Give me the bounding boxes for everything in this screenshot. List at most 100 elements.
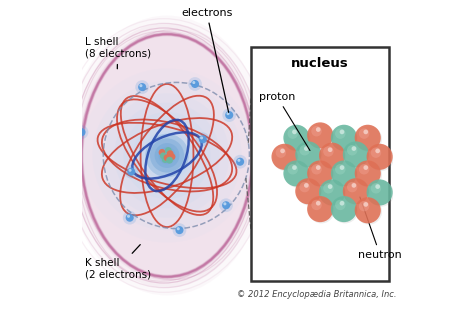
Circle shape (175, 226, 183, 234)
Circle shape (335, 128, 346, 139)
Circle shape (200, 137, 203, 139)
Circle shape (311, 164, 322, 174)
Circle shape (331, 196, 357, 222)
Circle shape (359, 164, 369, 174)
Text: proton: proton (259, 91, 310, 151)
Circle shape (375, 149, 380, 153)
Circle shape (311, 126, 322, 137)
Circle shape (328, 184, 332, 189)
Circle shape (352, 146, 356, 151)
Circle shape (159, 149, 165, 156)
Circle shape (284, 126, 311, 152)
Circle shape (196, 132, 210, 146)
Circle shape (309, 123, 335, 150)
Circle shape (304, 146, 309, 151)
Circle shape (355, 125, 381, 151)
Circle shape (292, 165, 297, 170)
Circle shape (364, 202, 368, 207)
Circle shape (316, 165, 320, 170)
Circle shape (307, 122, 333, 148)
Circle shape (127, 215, 130, 218)
Circle shape (227, 112, 229, 115)
Circle shape (280, 149, 285, 153)
Circle shape (123, 211, 137, 225)
Circle shape (323, 146, 334, 157)
Circle shape (309, 197, 335, 223)
Circle shape (340, 165, 344, 170)
Circle shape (272, 144, 298, 170)
Circle shape (356, 198, 382, 225)
Circle shape (222, 108, 236, 122)
Circle shape (344, 143, 370, 169)
Circle shape (323, 183, 334, 193)
Circle shape (283, 160, 310, 187)
Circle shape (356, 162, 382, 188)
Circle shape (126, 214, 134, 222)
Circle shape (335, 164, 346, 174)
Circle shape (344, 179, 370, 206)
Circle shape (300, 182, 310, 192)
Circle shape (133, 121, 201, 190)
Circle shape (375, 184, 380, 189)
Circle shape (166, 157, 173, 164)
Circle shape (307, 160, 333, 187)
Circle shape (331, 160, 357, 187)
Text: © 2012 Encyclopædia Britannica, Inc.: © 2012 Encyclopædia Britannica, Inc. (237, 290, 396, 299)
Circle shape (191, 80, 199, 88)
Circle shape (105, 93, 229, 218)
Circle shape (359, 201, 369, 211)
Circle shape (335, 200, 346, 210)
Circle shape (328, 147, 332, 152)
Circle shape (145, 134, 189, 177)
Circle shape (158, 147, 176, 164)
Text: K shell
(2 electrons): K shell (2 electrons) (85, 245, 151, 280)
Circle shape (343, 178, 369, 204)
Circle shape (138, 83, 146, 91)
Circle shape (316, 201, 320, 206)
Circle shape (320, 181, 346, 207)
Circle shape (300, 145, 310, 156)
Circle shape (124, 165, 138, 179)
Circle shape (284, 162, 311, 188)
Circle shape (347, 145, 357, 156)
Circle shape (283, 125, 310, 151)
Circle shape (356, 126, 382, 152)
Circle shape (319, 142, 345, 169)
Circle shape (192, 81, 195, 84)
Circle shape (127, 168, 135, 176)
Circle shape (169, 153, 175, 160)
Circle shape (295, 142, 321, 168)
Circle shape (332, 126, 358, 152)
Circle shape (237, 159, 240, 162)
Circle shape (139, 84, 143, 87)
Circle shape (371, 147, 381, 158)
Circle shape (128, 169, 132, 172)
Circle shape (355, 197, 381, 223)
Circle shape (165, 147, 172, 154)
Circle shape (80, 68, 254, 243)
Circle shape (135, 80, 149, 94)
Circle shape (236, 158, 244, 166)
Circle shape (150, 138, 184, 173)
Circle shape (319, 179, 345, 206)
Circle shape (364, 165, 368, 170)
Circle shape (114, 103, 220, 208)
Text: L shell
(8 electrons): L shell (8 electrons) (85, 37, 151, 69)
Circle shape (276, 147, 286, 158)
Circle shape (366, 144, 392, 170)
Circle shape (366, 179, 392, 206)
Text: electrons: electrons (181, 7, 232, 112)
FancyBboxPatch shape (251, 47, 389, 281)
Circle shape (177, 227, 180, 230)
Circle shape (162, 156, 169, 163)
Circle shape (173, 223, 186, 237)
Circle shape (295, 178, 321, 204)
Circle shape (309, 162, 335, 188)
Circle shape (371, 183, 381, 193)
Circle shape (233, 155, 247, 169)
Circle shape (164, 154, 171, 161)
Circle shape (188, 77, 202, 91)
Circle shape (320, 144, 346, 170)
Circle shape (355, 160, 381, 187)
Circle shape (292, 130, 297, 134)
